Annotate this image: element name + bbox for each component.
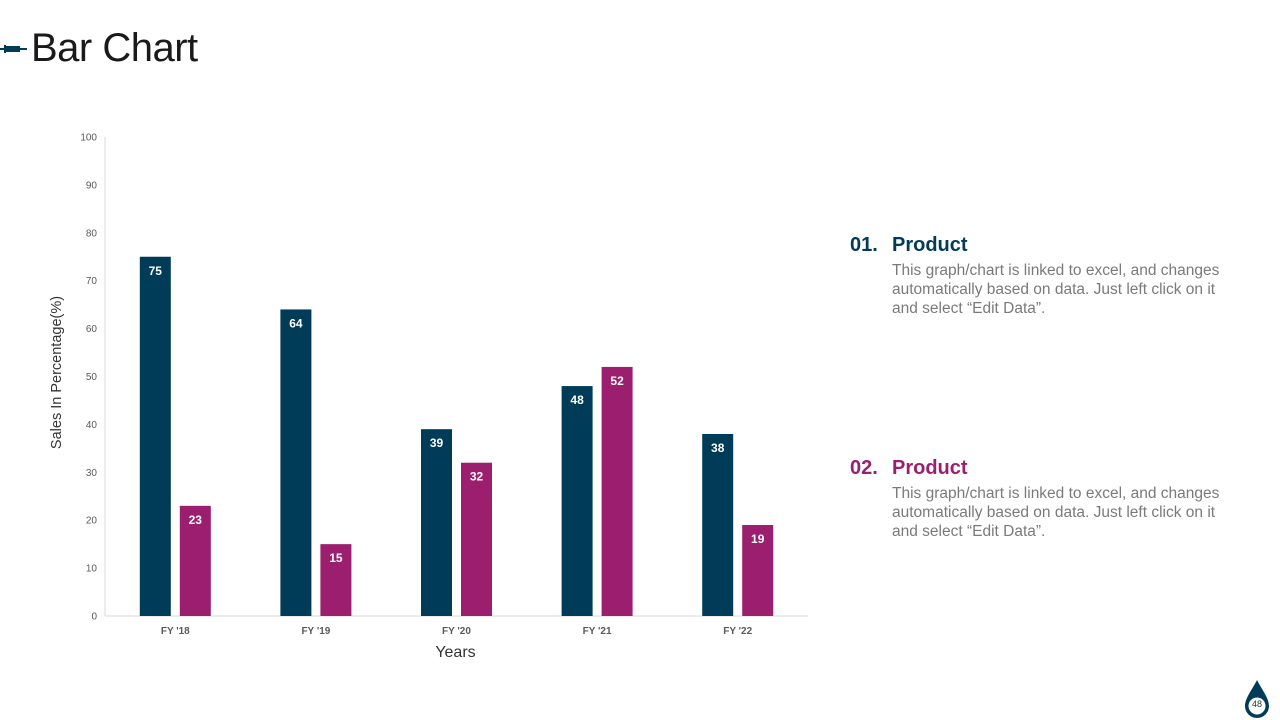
legend-title-1: Product: [892, 234, 968, 256]
y-tick-label: 40: [86, 420, 98, 431]
bar-1: [561, 386, 593, 616]
page-number: 48: [1251, 699, 1262, 709]
bar-data-label: 75: [149, 264, 163, 278]
legend-description-1: This graph/chart is linked to excel, and…: [892, 262, 1220, 317]
bar-2: [461, 462, 492, 616]
legend-description-2: This graph/chart is linked to excel, and…: [892, 485, 1220, 540]
y-axis-title: Sales In Percentage(%): [49, 296, 65, 449]
legend-item-1: 01. Product This graph/chart is linked to…: [850, 233, 1250, 318]
y-tick-label: 60: [86, 324, 98, 335]
bar-data-label: 48: [570, 393, 584, 407]
bar-data-label: 52: [610, 374, 624, 388]
bar-1: [139, 256, 171, 616]
x-tick-label: FY '21: [583, 626, 612, 637]
bar-data-label: 64: [289, 316, 303, 330]
droplet-icon: [1245, 680, 1269, 718]
x-tick-label: FY '18: [161, 626, 190, 637]
legend-number-2: 02.: [850, 457, 878, 479]
bar-2: [320, 544, 352, 616]
x-tick-label: FY '22: [723, 626, 752, 637]
legend-item-2: 02. Product This graph/chart is linked to…: [850, 456, 1250, 541]
bar-1: [421, 429, 452, 616]
page-number-badge: 48: [1242, 678, 1272, 720]
x-tick-label: FY '20: [442, 626, 471, 637]
bar-2: [742, 524, 774, 616]
bar-data-label: 15: [329, 551, 343, 565]
y-tick-label: 70: [86, 276, 98, 287]
bar-data-label: 19: [751, 532, 765, 546]
y-tick-label: 0: [91, 612, 97, 623]
y-tick-label: 30: [86, 468, 98, 479]
y-tick-label: 80: [86, 228, 98, 239]
legend-heading-1: 01. Product: [850, 233, 1250, 257]
legend-number-1: 01.: [850, 234, 878, 256]
bar-2: [601, 366, 633, 616]
bar-data-label: 23: [189, 513, 203, 527]
y-tick-label: 10: [86, 564, 98, 575]
bar-1: [702, 433, 734, 616]
legend-heading-2: 02. Product: [850, 456, 1250, 480]
bar-2: [179, 505, 211, 616]
bar-data-label: 39: [430, 436, 444, 450]
syringe-icon: [0, 45, 27, 53]
y-tick-label: 20: [86, 516, 98, 527]
y-tick-label: 100: [80, 133, 97, 144]
bar-data-label: 32: [470, 470, 484, 484]
y-tick-label: 50: [86, 372, 98, 383]
slide-title: Bar Chart: [31, 26, 198, 70]
bar-data-label: 38: [711, 441, 725, 455]
bar-1: [280, 309, 312, 616]
y-tick-label: 90: [86, 180, 98, 191]
x-axis-title: Years: [435, 644, 475, 661]
legend-title-2: Product: [892, 457, 968, 479]
x-tick-label: FY '19: [301, 626, 330, 637]
